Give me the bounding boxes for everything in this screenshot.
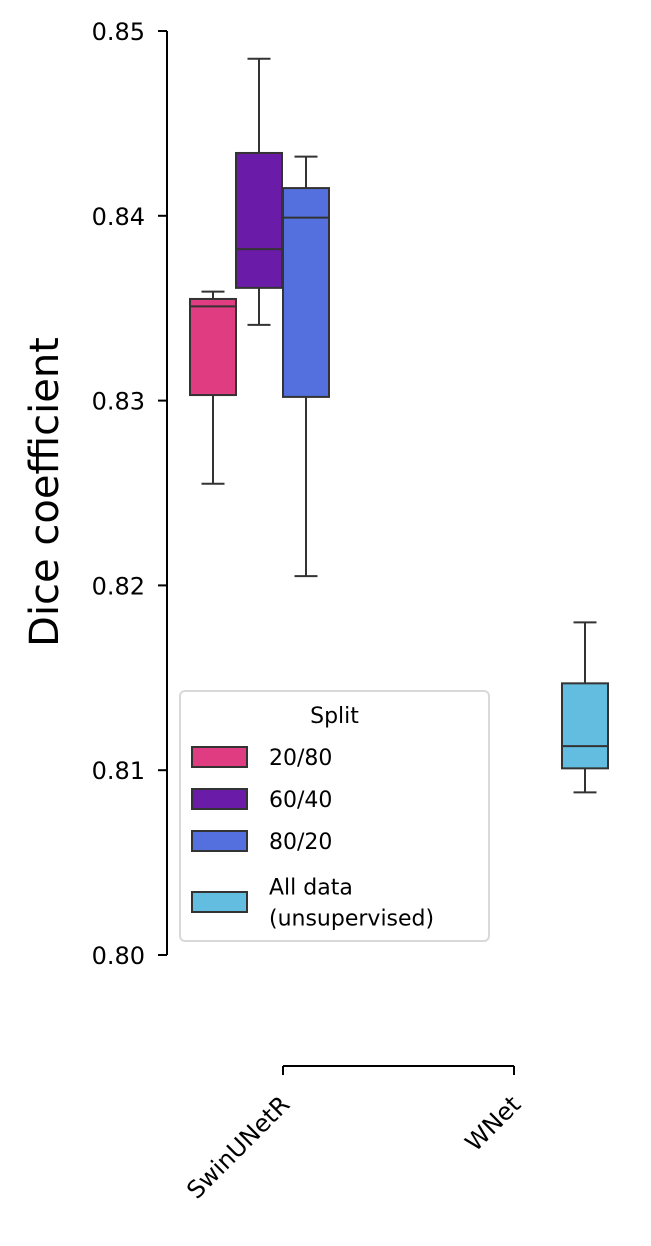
y-tick-label: 0.81: [92, 757, 145, 785]
y-tick-label: 0.83: [92, 388, 145, 416]
iqr-box: [561, 682, 609, 770]
box-80-20: [282, 155, 330, 578]
y-axis-label: Dice coefficient: [22, 337, 68, 647]
legend-item: 20/80: [191, 746, 332, 771]
legend-item: 80/20: [191, 830, 332, 855]
x-tick-label: SwinUNetR: [181, 1090, 295, 1204]
box-60-40: [235, 57, 283, 326]
y-tick-label: 0.80: [92, 942, 145, 970]
legend-label: 60/40: [269, 788, 332, 813]
legend-label: All data (unsupervised): [269, 876, 434, 932]
y-tick-label: 0.85: [92, 18, 145, 46]
legend: Split 20/80 60/40 80/20 All data (unsupervise…: [179, 690, 490, 942]
x-tick-label: WNet: [460, 1090, 526, 1156]
y-tick-label: 0.82: [92, 572, 145, 600]
legend-swatch: [191, 891, 248, 913]
box-20-80: [189, 290, 237, 485]
iqr-box: [282, 187, 330, 398]
box-series-group: [189, 57, 609, 794]
legend-swatch: [191, 788, 248, 810]
y-axis: 0.80 0.81 0.82 0.83 0.84 0.85: [92, 18, 168, 970]
legend-item: 60/40: [191, 788, 332, 813]
legend-item: All data (unsupervised): [191, 876, 434, 932]
iqr-box: [189, 297, 237, 397]
iqr-box: [235, 151, 283, 289]
y-tick-label: 0.84: [92, 203, 145, 231]
x-axis: SwinUNetR WNet: [181, 1065, 526, 1204]
legend-swatch: [191, 830, 248, 852]
legend-swatch: [191, 746, 248, 768]
legend-label: 20/80: [269, 746, 332, 771]
legend-title: Split: [310, 704, 359, 729]
box-all-data: [561, 621, 609, 794]
legend-label: 80/20: [269, 830, 332, 855]
legend-frame: [179, 690, 490, 942]
